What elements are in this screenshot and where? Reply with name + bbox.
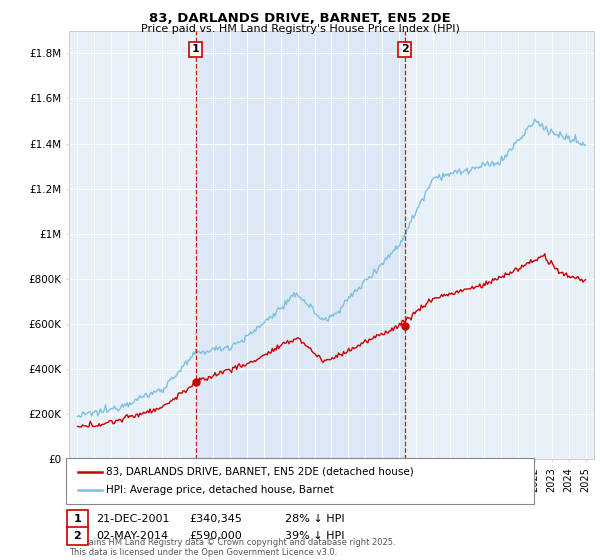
- Text: 2: 2: [74, 531, 81, 541]
- Text: 02-MAY-2014: 02-MAY-2014: [96, 531, 168, 541]
- Text: 83, DARLANDS DRIVE, BARNET, EN5 2DE (detached house): 83, DARLANDS DRIVE, BARNET, EN5 2DE (det…: [106, 466, 414, 477]
- Text: 28% ↓ HPI: 28% ↓ HPI: [285, 514, 344, 524]
- Text: £340,345: £340,345: [189, 514, 242, 524]
- Bar: [196, 31, 405, 459]
- Text: £590,000: £590,000: [189, 531, 242, 541]
- Text: 2: 2: [401, 44, 409, 54]
- Text: 1: 1: [191, 44, 199, 54]
- Text: 1: 1: [74, 514, 81, 524]
- Text: Price paid vs. HM Land Registry's House Price Index (HPI): Price paid vs. HM Land Registry's House …: [140, 24, 460, 34]
- Text: Contains HM Land Registry data © Crown copyright and database right 2025.
This d: Contains HM Land Registry data © Crown c…: [69, 538, 395, 557]
- Text: 39% ↓ HPI: 39% ↓ HPI: [285, 531, 344, 541]
- Text: 83, DARLANDS DRIVE, BARNET, EN5 2DE: 83, DARLANDS DRIVE, BARNET, EN5 2DE: [149, 12, 451, 25]
- Text: 21-DEC-2001: 21-DEC-2001: [96, 514, 170, 524]
- Text: HPI: Average price, detached house, Barnet: HPI: Average price, detached house, Barn…: [106, 485, 334, 495]
